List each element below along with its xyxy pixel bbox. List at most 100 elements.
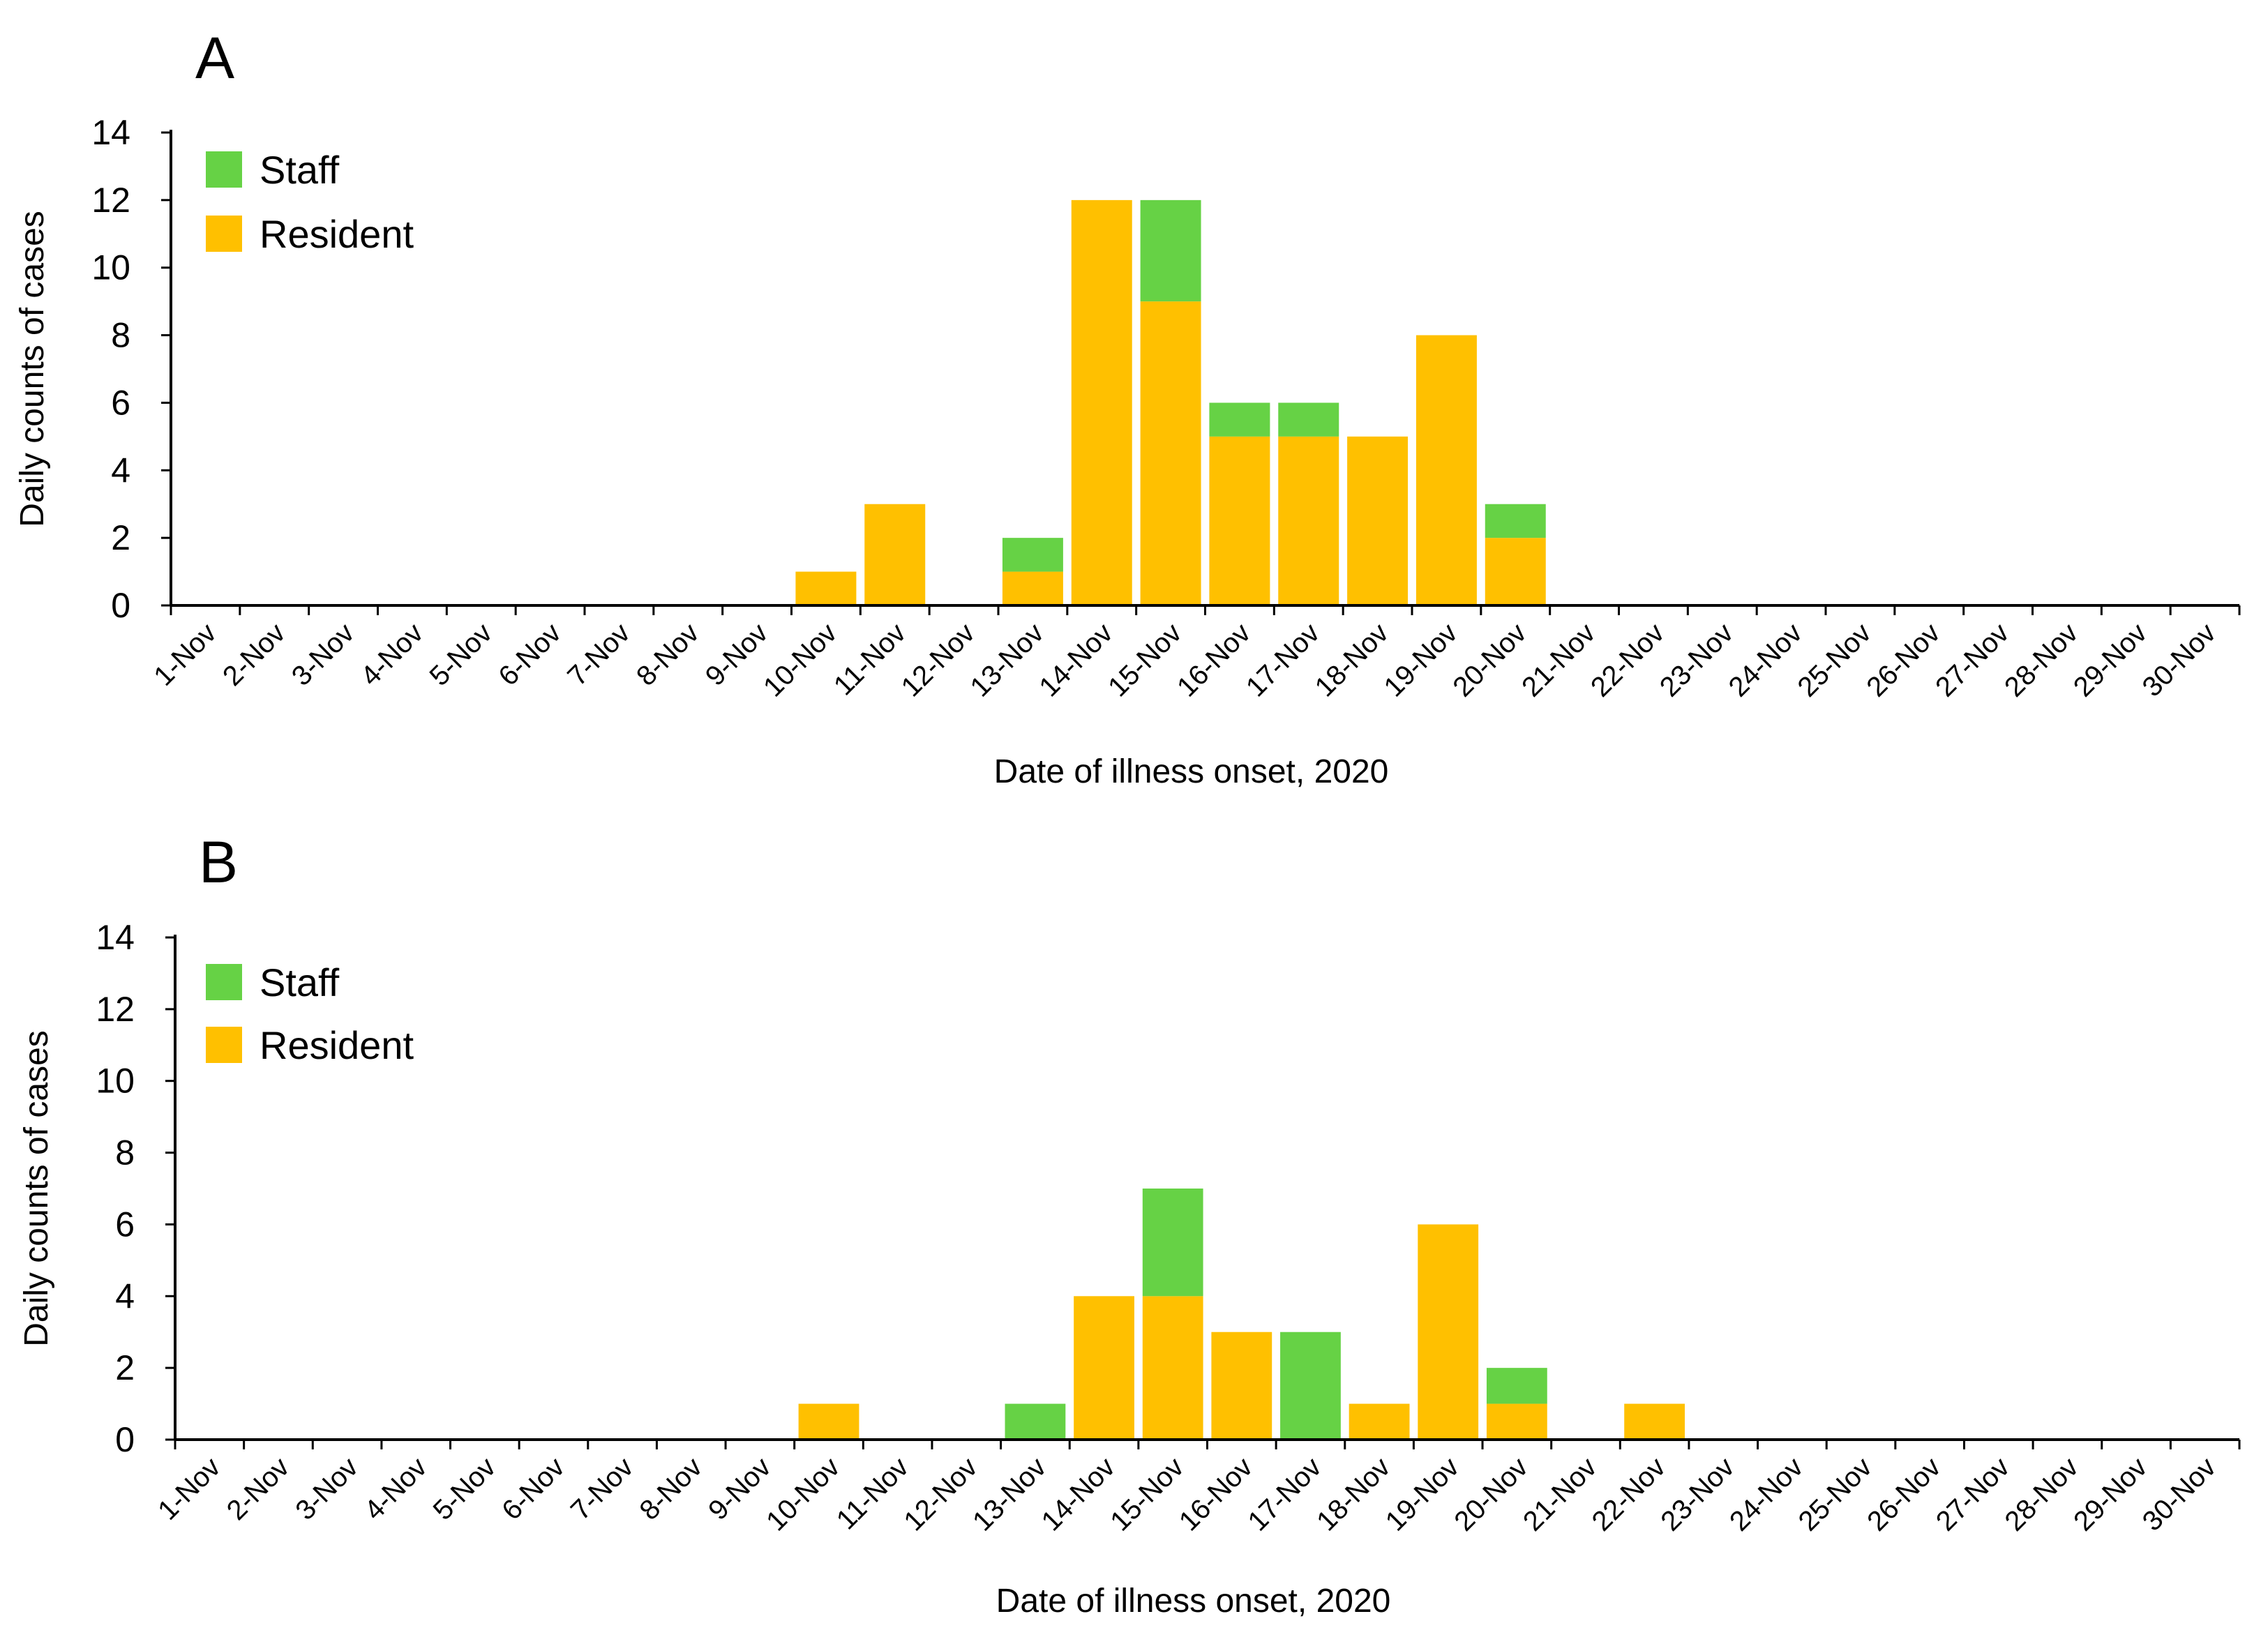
x-axis-title: Date of illness onset, 2020 [996, 1583, 1391, 1620]
x-tick-label: 4-Nov [359, 1451, 433, 1526]
panel-label: A [195, 25, 234, 91]
x-tick-label: 13-Nov [967, 1451, 1052, 1537]
x-tick-label: 3-Nov [286, 617, 361, 692]
x-tick-label: 28-Nov [1999, 617, 2084, 702]
x-tick-label: 19-Nov [1380, 1451, 1465, 1537]
x-tick-label: 16-Nov [1171, 617, 1256, 702]
bar-staff [1486, 1368, 1547, 1404]
x-tick-label: 15-Nov [1104, 1451, 1189, 1537]
x-tick-label: 8-Nov [631, 617, 705, 692]
bar-staff [1140, 199, 1201, 302]
bar-resident [864, 504, 926, 605]
x-tick-label: 5-Nov [424, 617, 499, 692]
x-tick-label: 20-Nov [1447, 617, 1532, 702]
x-tick-label: 27-Nov [1930, 617, 2015, 702]
x-tick-label: 16-Nov [1173, 1451, 1259, 1537]
x-tick-label: 11-Nov [828, 617, 912, 701]
y-tick-label: 2 [111, 518, 130, 557]
x-tick-label: 10-Nov [760, 1451, 846, 1537]
panel-label: B [199, 829, 238, 895]
legend-swatch-resident [206, 1027, 242, 1063]
x-tick-label: 23-Nov [1655, 1451, 1740, 1537]
x-tick-label: 30-Nov [2137, 1451, 2222, 1537]
x-tick-label: 25-Nov [1792, 617, 1877, 702]
panel-b-chart: B 0 2 4 6 8 10 12 14 1-Nov2-Nov3-Nov4-Nov5-Nov6-N… [18, 829, 2241, 1620]
x-tick-label: 4-Nov [355, 617, 430, 692]
x-tick-label: 2-Nov [217, 617, 292, 692]
x-axis-title: Date of illness onset, 2020 [994, 753, 1389, 790]
y-axis-title: Daily counts of cases [18, 1030, 55, 1347]
x-tick-label: 7-Nov [565, 1451, 640, 1526]
y-axis-title: Daily counts of cases [14, 211, 51, 527]
bar-resident [1349, 1403, 1410, 1440]
y-tick-label: 14 [91, 113, 130, 152]
y-tick-label: 0 [115, 1420, 135, 1459]
bar-resident [1418, 1224, 1479, 1440]
x-tick-label: 5-Nov [428, 1451, 502, 1526]
x-tick-label: 30-Nov [2137, 617, 2222, 702]
panel-a-chart: A 0 2 4 6 8 10 12 14 1-Nov2-Nov3-Nov4-Nov5-Nov6-N… [14, 25, 2241, 790]
bar-staff [1278, 402, 1339, 437]
bar-resident [1624, 1403, 1685, 1440]
x-tick-label: 11-Nov [831, 1451, 915, 1535]
x-tick-label: 3-Nov [290, 1451, 364, 1526]
x-tick-label: 20-Nov [1448, 1451, 1533, 1537]
x-tick-label: 27-Nov [1930, 1451, 2015, 1537]
x-tick-label: 7-Nov [562, 617, 636, 692]
bar-resident [1002, 571, 1063, 605]
legend-label-staff: Staff [260, 960, 340, 1004]
legend-swatch-resident [206, 216, 242, 252]
x-tick-label: 19-Nov [1378, 617, 1463, 702]
x-tick-label: 18-Nov [1311, 1451, 1396, 1537]
x-tick-label: 12-Nov [898, 1451, 983, 1537]
x-tick-label: 22-Nov [1585, 617, 1670, 702]
x-tick-label: 26-Nov [1861, 1451, 1946, 1537]
x-tick-label: 29-Nov [2068, 617, 2153, 702]
bar-resident [1347, 436, 1409, 605]
bar-staff [1280, 1332, 1341, 1440]
x-tick-label: 21-Nov [1516, 617, 1601, 702]
bar-resident [1071, 199, 1132, 605]
x-tick-label: 17-Nov [1242, 1451, 1328, 1537]
x-tick-label: 12-Nov [896, 617, 981, 702]
x-tick-label: 13-Nov [964, 617, 1049, 702]
y-tick-label: 10 [96, 1062, 135, 1101]
bar-resident [1140, 301, 1201, 605]
bar-staff [1142, 1189, 1203, 1297]
legend-label-staff: Staff [260, 148, 340, 192]
x-tick-label: 23-Nov [1654, 617, 1739, 702]
legend-label-resident: Resident [260, 212, 414, 256]
x-tick-label: 29-Nov [2068, 1451, 2153, 1537]
x-tick-label: 22-Nov [1586, 1451, 1672, 1537]
bar-resident [1211, 1332, 1272, 1440]
x-tick-label: 2-Nov [221, 1451, 296, 1526]
x-tick-label: 25-Nov [1793, 1451, 1878, 1537]
y-tick-label: 8 [115, 1133, 135, 1172]
x-tick-label: 21-Nov [1517, 1451, 1602, 1537]
x-tick-label: 26-Nov [1861, 617, 1946, 702]
y-tick-label: 0 [111, 586, 130, 625]
x-tick-label: 14-Nov [1036, 1451, 1121, 1537]
x-tick-label: 18-Nov [1309, 617, 1395, 702]
x-tick-label: 15-Nov [1102, 617, 1187, 702]
x-tick-label: 1-Nov [152, 1451, 227, 1526]
bar-resident [1415, 335, 1477, 605]
bar-staff [1005, 1403, 1066, 1440]
y-tick-label: 8 [111, 316, 130, 355]
x-tick-label: 14-Nov [1033, 617, 1118, 702]
bar-resident [1278, 436, 1339, 605]
y-tick-label: 4 [115, 1276, 135, 1315]
bar-resident [1485, 538, 1546, 605]
x-tick-label: 10-Nov [758, 617, 843, 702]
bar-resident [1074, 1296, 1134, 1440]
y-tick-label: 4 [111, 451, 130, 490]
x-tick-label: 6-Nov [496, 1451, 571, 1526]
bar-staff [1209, 402, 1270, 437]
x-tick-label: 6-Nov [493, 617, 567, 692]
bar-resident [795, 571, 857, 605]
legend-label-resident: Resident [260, 1023, 414, 1067]
y-tick-label: 12 [91, 181, 130, 220]
bar-staff [1002, 538, 1063, 572]
y-tick-label: 12 [96, 990, 135, 1029]
